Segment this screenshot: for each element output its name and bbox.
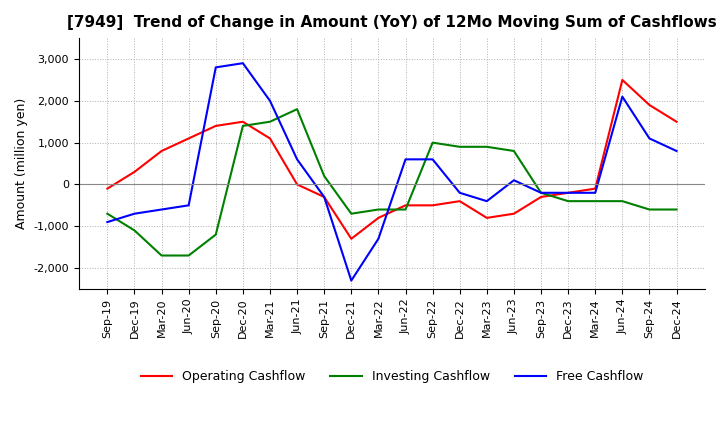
Operating Cashflow bbox=[184, 136, 193, 141]
Free Cashflow bbox=[401, 157, 410, 162]
Free Cashflow bbox=[103, 220, 112, 225]
Operating Cashflow bbox=[130, 169, 139, 175]
Free Cashflow bbox=[293, 157, 302, 162]
Investing Cashflow bbox=[401, 207, 410, 212]
Operating Cashflow bbox=[212, 123, 220, 128]
Operating Cashflow bbox=[564, 190, 572, 195]
Legend: Operating Cashflow, Investing Cashflow, Free Cashflow: Operating Cashflow, Investing Cashflow, … bbox=[135, 365, 648, 388]
Free Cashflow bbox=[645, 136, 654, 141]
Investing Cashflow bbox=[266, 119, 274, 125]
Free Cashflow bbox=[591, 190, 600, 195]
Operating Cashflow bbox=[455, 198, 464, 204]
Free Cashflow bbox=[212, 65, 220, 70]
Operating Cashflow bbox=[320, 194, 328, 200]
Investing Cashflow bbox=[428, 140, 437, 145]
Investing Cashflow bbox=[103, 211, 112, 216]
Free Cashflow bbox=[672, 148, 681, 154]
Investing Cashflow bbox=[157, 253, 166, 258]
Free Cashflow bbox=[157, 207, 166, 212]
Free Cashflow bbox=[455, 190, 464, 195]
Free Cashflow bbox=[320, 194, 328, 200]
Investing Cashflow bbox=[184, 253, 193, 258]
Investing Cashflow bbox=[564, 198, 572, 204]
Operating Cashflow bbox=[103, 186, 112, 191]
Free Cashflow bbox=[184, 203, 193, 208]
Operating Cashflow bbox=[238, 119, 247, 125]
Operating Cashflow bbox=[536, 194, 545, 200]
Investing Cashflow bbox=[482, 144, 491, 150]
Line: Operating Cashflow: Operating Cashflow bbox=[107, 80, 677, 239]
Investing Cashflow bbox=[510, 148, 518, 154]
Free Cashflow bbox=[510, 178, 518, 183]
Investing Cashflow bbox=[130, 228, 139, 233]
Free Cashflow bbox=[482, 198, 491, 204]
Operating Cashflow bbox=[266, 136, 274, 141]
Investing Cashflow bbox=[320, 173, 328, 179]
Operating Cashflow bbox=[510, 211, 518, 216]
Free Cashflow bbox=[374, 236, 383, 242]
Investing Cashflow bbox=[347, 211, 356, 216]
Free Cashflow bbox=[564, 190, 572, 195]
Free Cashflow bbox=[347, 278, 356, 283]
Operating Cashflow bbox=[428, 203, 437, 208]
Line: Free Cashflow: Free Cashflow bbox=[107, 63, 677, 281]
Free Cashflow bbox=[536, 190, 545, 195]
Free Cashflow bbox=[618, 94, 626, 99]
Free Cashflow bbox=[130, 211, 139, 216]
Title: [7949]  Trend of Change in Amount (YoY) of 12Mo Moving Sum of Cashflows: [7949] Trend of Change in Amount (YoY) o… bbox=[67, 15, 717, 30]
Investing Cashflow bbox=[591, 198, 600, 204]
Investing Cashflow bbox=[536, 190, 545, 195]
Investing Cashflow bbox=[238, 123, 247, 128]
Operating Cashflow bbox=[347, 236, 356, 242]
Investing Cashflow bbox=[293, 106, 302, 112]
Investing Cashflow bbox=[645, 207, 654, 212]
Operating Cashflow bbox=[293, 182, 302, 187]
Operating Cashflow bbox=[591, 186, 600, 191]
Investing Cashflow bbox=[455, 144, 464, 150]
Operating Cashflow bbox=[157, 148, 166, 154]
Free Cashflow bbox=[238, 61, 247, 66]
Free Cashflow bbox=[266, 98, 274, 103]
Operating Cashflow bbox=[618, 77, 626, 83]
Investing Cashflow bbox=[374, 207, 383, 212]
Operating Cashflow bbox=[645, 103, 654, 108]
Line: Investing Cashflow: Investing Cashflow bbox=[107, 109, 677, 256]
Operating Cashflow bbox=[401, 203, 410, 208]
Investing Cashflow bbox=[212, 232, 220, 237]
Operating Cashflow bbox=[482, 215, 491, 220]
Investing Cashflow bbox=[618, 198, 626, 204]
Free Cashflow bbox=[428, 157, 437, 162]
Investing Cashflow bbox=[672, 207, 681, 212]
Operating Cashflow bbox=[672, 119, 681, 125]
Y-axis label: Amount (million yen): Amount (million yen) bbox=[15, 98, 28, 229]
Operating Cashflow bbox=[374, 215, 383, 220]
